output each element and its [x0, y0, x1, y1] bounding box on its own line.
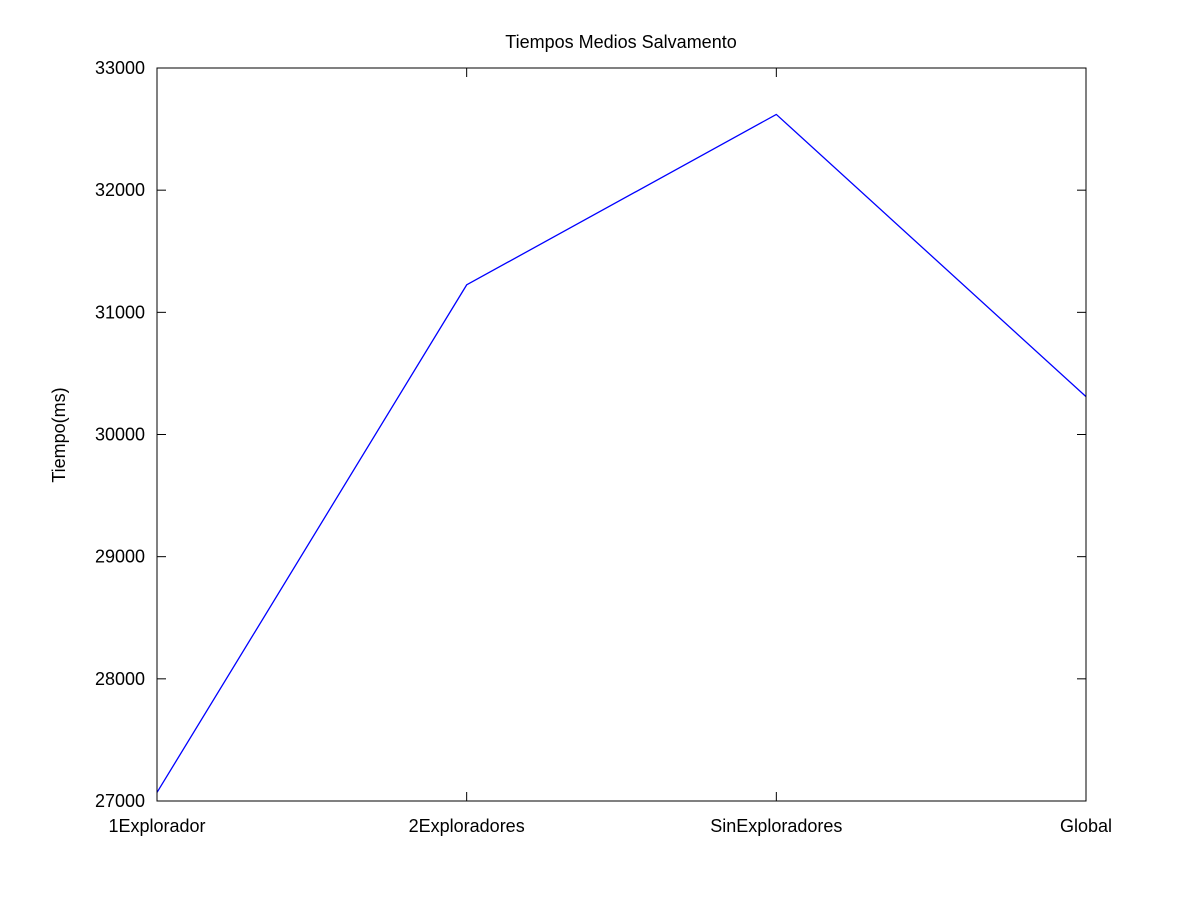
y-tick-label: 29000 — [95, 547, 145, 567]
x-tick-label: 1Explorador — [108, 816, 205, 836]
y-tick-label: 31000 — [95, 302, 145, 322]
y-tick-label: 30000 — [95, 425, 145, 445]
series-line — [156, 113, 1087, 793]
y-axis-label: Tiempo(ms) — [49, 387, 69, 482]
x-tick-label: SinExploradores — [710, 816, 842, 836]
x-tick-label: 2Exploradores — [409, 816, 525, 836]
y-tick-label: 27000 — [95, 791, 145, 811]
x-tick-label: Global — [1060, 816, 1112, 836]
y-tick-label: 33000 — [95, 58, 145, 78]
y-tick-label: 32000 — [95, 180, 145, 200]
y-tick-label: 28000 — [95, 669, 145, 689]
chart-title: Tiempos Medios Salvamento — [505, 32, 736, 52]
plot-frame — [156, 67, 1087, 802]
tick-labels: 27000 28000 29000 30000 31000 32000 33000 1Expl… — [95, 58, 1112, 836]
series-lines — [156, 113, 1087, 793]
